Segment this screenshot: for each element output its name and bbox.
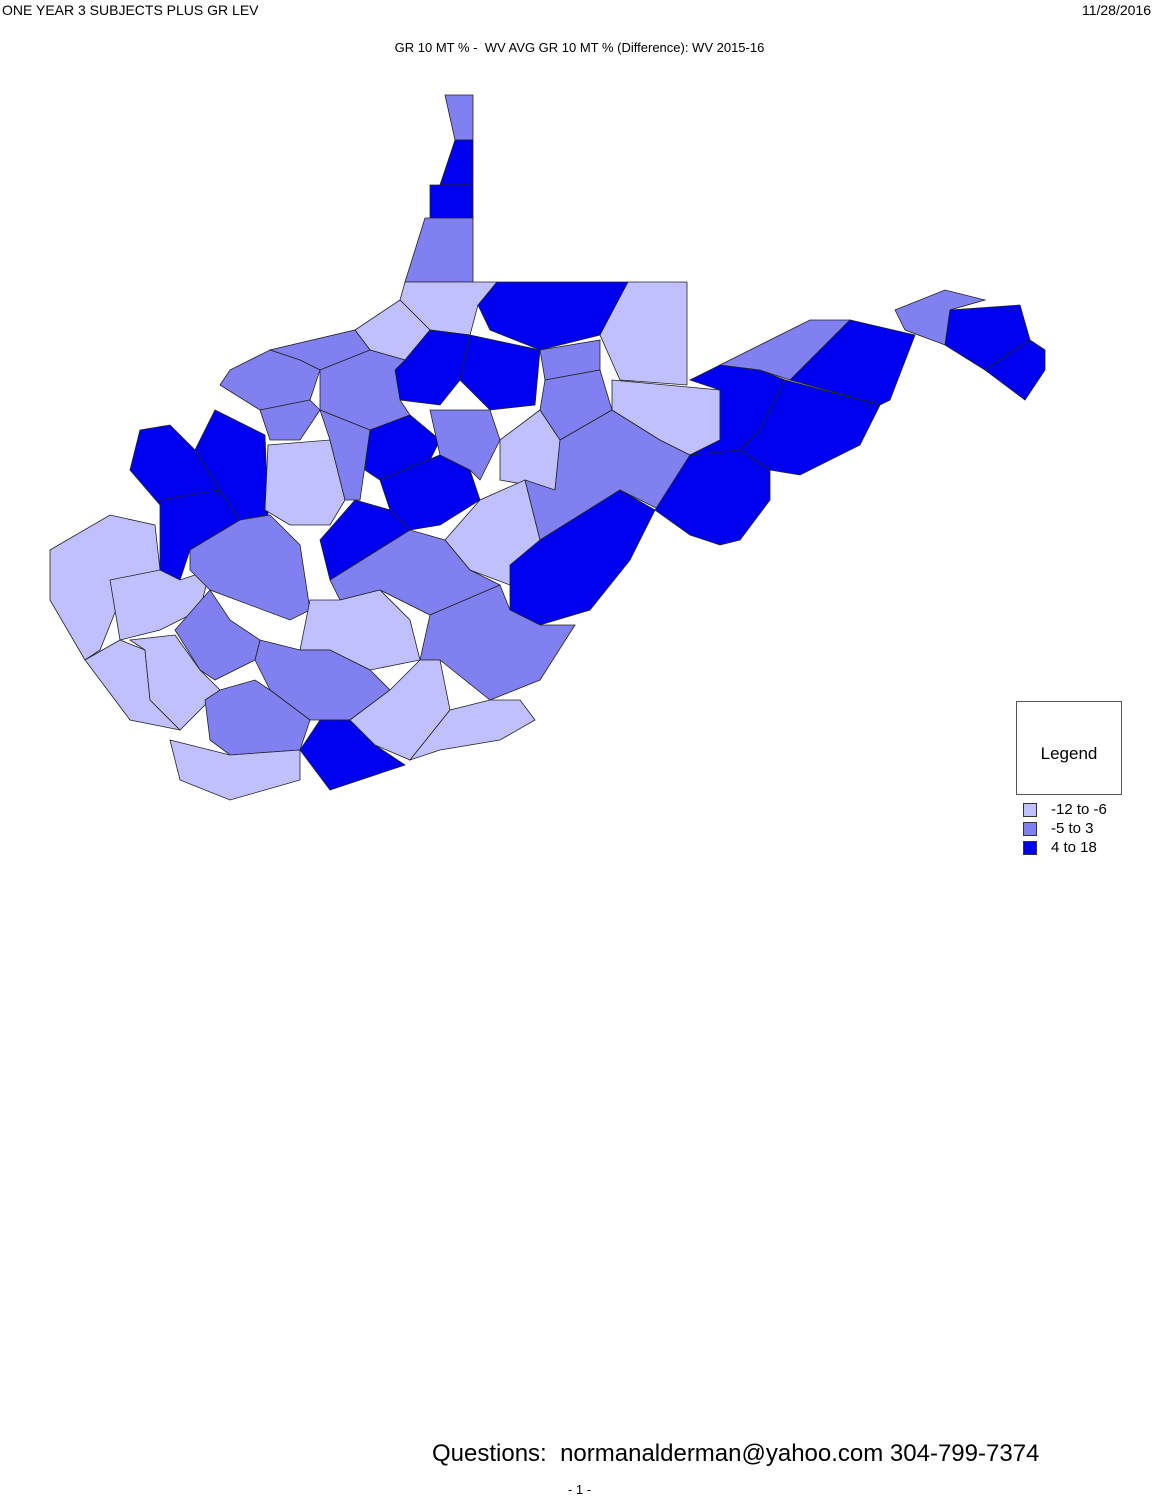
county [739, 379, 881, 476]
county [109, 569, 211, 641]
legend-swatch [1023, 821, 1037, 836]
legend-items: -12 to -6 -5 to 3 4 to 18 [1017, 800, 1121, 857]
county [204, 679, 311, 756]
county [984, 339, 1046, 401]
county [128, 634, 221, 731]
legend-item: -5 to 3 [1017, 819, 1121, 838]
legend-item: 4 to 18 [1017, 838, 1121, 857]
legend-swatch [1023, 840, 1037, 855]
county [174, 589, 261, 681]
footer-contact: Questions: normanalderman@yahoo.com 304-… [432, 1440, 1040, 1467]
legend-label: 4 to 18 [1051, 839, 1097, 856]
header-left: ONE YEAR 3 SUBJECTS PLUS GR LEV [2, 2, 259, 18]
county [319, 409, 371, 501]
legend: Legend -12 to -6 -5 to 3 4 to 18 [1016, 701, 1122, 856]
header-right: 11/28/2016 [1081, 2, 1151, 18]
county [404, 217, 474, 283]
legend-label: -12 to -6 [1051, 801, 1107, 818]
county [444, 94, 474, 141]
county [599, 281, 688, 386]
legend-swatch [1023, 802, 1037, 817]
county [408, 699, 536, 761]
county [259, 399, 321, 441]
legend-label: -5 to 3 [1051, 820, 1094, 837]
county [654, 449, 771, 546]
county [429, 184, 474, 221]
map-title: GR 10 MT % - WV AVG GR 10 MT % (Differen… [394, 40, 765, 55]
map [49, 94, 1046, 801]
counties [49, 94, 1046, 801]
county [429, 409, 501, 481]
county [319, 499, 411, 581]
county [349, 659, 451, 761]
page-number: - 1 - [567, 1482, 592, 1497]
county [169, 739, 301, 801]
county [789, 319, 916, 406]
legend-item: -12 to -6 [1017, 800, 1121, 819]
legend-title: Legend [1040, 744, 1098, 763]
county [459, 334, 541, 411]
county [439, 139, 474, 186]
